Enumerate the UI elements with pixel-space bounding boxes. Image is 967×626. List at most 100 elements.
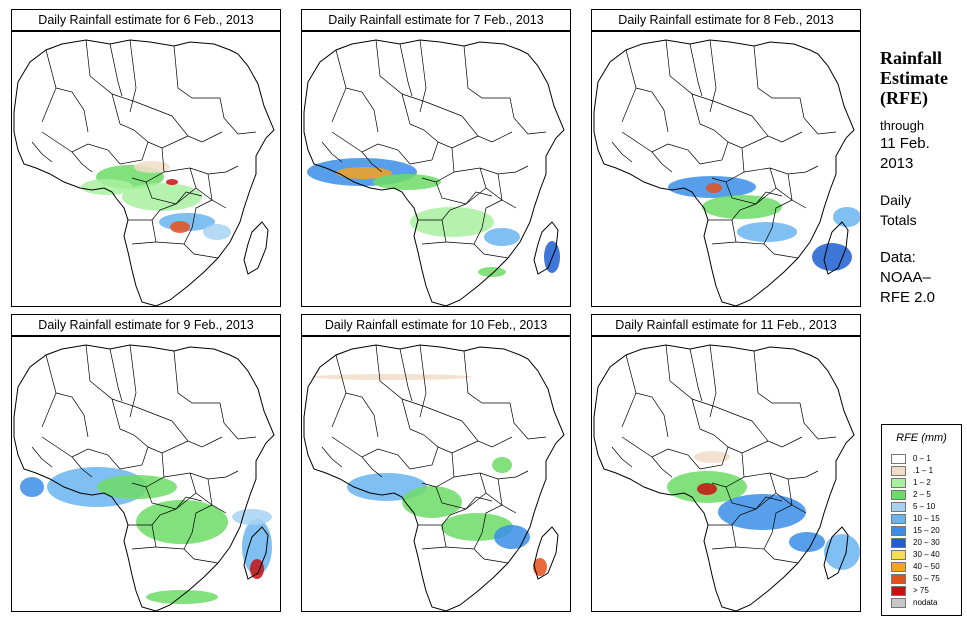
period-line: Daily	[880, 192, 912, 208]
rainfall-area	[373, 174, 441, 190]
rainfall-area	[312, 374, 472, 380]
legend-swatch	[891, 489, 906, 500]
rainfall-areas	[81, 161, 231, 240]
country-border	[621, 131, 701, 165]
map-panel-9-feb: Daily Rainfall estimate for 9 Feb., 2013	[11, 314, 281, 612]
rainfall-areas	[307, 158, 560, 277]
legend-swatch	[891, 465, 906, 476]
country-border	[635, 392, 669, 438]
country-border	[173, 350, 220, 404]
country-border	[171, 420, 223, 448]
country-border	[461, 420, 513, 448]
rainfall-area	[702, 195, 782, 219]
country-border	[183, 548, 219, 564]
panel-title: Daily Rainfall estimate for 10 Feb., 201…	[301, 314, 571, 336]
country-border	[131, 452, 165, 488]
legend-swatch	[891, 537, 906, 548]
country-border	[375, 39, 411, 125]
legend-item: 0 – 1	[891, 453, 931, 465]
rainfall-areas	[668, 176, 860, 271]
legend-label: 15 – 20	[913, 526, 940, 536]
country-border	[111, 398, 173, 422]
country-border	[711, 147, 745, 183]
legend-label: 2 – 5	[913, 490, 931, 500]
rainfall-area	[494, 525, 530, 549]
africa-map	[12, 32, 280, 306]
rainfall-area	[250, 559, 264, 579]
country-border	[331, 131, 411, 165]
map-panel-7-feb: Daily Rainfall estimate for 7 Feb., 2013	[301, 9, 571, 307]
country-border	[755, 496, 783, 510]
rainfall-area	[166, 179, 178, 185]
country-border	[665, 39, 701, 125]
rainfall-area	[146, 590, 218, 604]
legend-label: 5 – 10	[913, 502, 936, 512]
period-line: Totals	[880, 212, 917, 228]
panel-title: Daily Rainfall estimate for 7 Feb., 2013	[301, 9, 571, 31]
through-date-line: 2013	[880, 155, 914, 172]
country-border	[753, 45, 800, 99]
rainfall-areas	[312, 374, 547, 576]
legend-swatch	[891, 561, 906, 572]
figure-title: Rainfall Estimate (RFE)	[880, 48, 965, 108]
legend-swatch	[891, 549, 906, 560]
country-border	[708, 508, 757, 526]
country-border	[755, 191, 783, 205]
panel-title: Daily Rainfall estimate for 9 Feb., 2013	[11, 314, 281, 336]
country-border	[665, 344, 701, 430]
rainfall-area	[170, 221, 190, 233]
country-border	[691, 93, 753, 117]
africa-map	[592, 32, 860, 306]
country-border	[175, 496, 203, 510]
legend-item: nodata	[891, 597, 937, 609]
legend-label: 0 – 1	[913, 454, 931, 464]
country-border	[145, 486, 197, 510]
country-border	[651, 456, 673, 478]
country-border	[473, 548, 509, 564]
rainfall-areas	[667, 451, 860, 570]
legend-item: 30 – 40	[891, 549, 940, 561]
country-border	[129, 39, 137, 113]
through-date-line: 11 Feb.	[880, 135, 930, 152]
rainfall-areas	[20, 467, 272, 604]
country-border	[109, 43, 123, 97]
legend-label: 1 – 2	[913, 478, 931, 488]
legend-label: > 75	[913, 586, 929, 596]
country-border	[691, 398, 753, 422]
panel-title: Daily Rainfall estimate for 8 Feb., 2013	[591, 9, 861, 31]
country-border	[85, 39, 121, 125]
country-border	[463, 350, 510, 404]
country-border	[31, 141, 53, 163]
legend-swatch	[891, 597, 906, 608]
map-panel-11-feb: Daily Rainfall estimate for 11 Feb., 201…	[591, 314, 861, 612]
legend-item: 50 – 75	[891, 573, 940, 585]
country-border	[689, 348, 703, 402]
legend-item: 1 – 2	[891, 477, 931, 489]
legend-swatch	[891, 453, 906, 464]
country-border	[509, 402, 547, 440]
country-border	[689, 43, 703, 97]
country-border	[435, 181, 487, 205]
country-border	[401, 93, 463, 117]
country-border	[129, 344, 137, 418]
country-border	[399, 43, 413, 97]
legend-label: 40 – 50	[913, 562, 940, 572]
madagascar-outline	[243, 221, 269, 275]
country-border	[171, 115, 223, 143]
country-border	[611, 446, 633, 468]
country-border	[321, 141, 343, 163]
panel-title: Daily Rainfall estimate for 11 Feb., 201…	[591, 314, 861, 336]
country-border	[445, 199, 503, 245]
country-border	[41, 131, 121, 165]
rainfall-area	[533, 558, 547, 576]
legend-item: 10 – 15	[891, 513, 940, 525]
country-border	[621, 436, 701, 470]
rainfall-area	[402, 486, 462, 518]
country-border	[85, 344, 121, 430]
rainfall-map	[591, 336, 861, 612]
rainfall-area	[81, 179, 133, 195]
country-border	[155, 199, 213, 245]
country-border	[635, 87, 669, 133]
rainfall-area	[336, 167, 392, 179]
country-border	[111, 93, 173, 117]
